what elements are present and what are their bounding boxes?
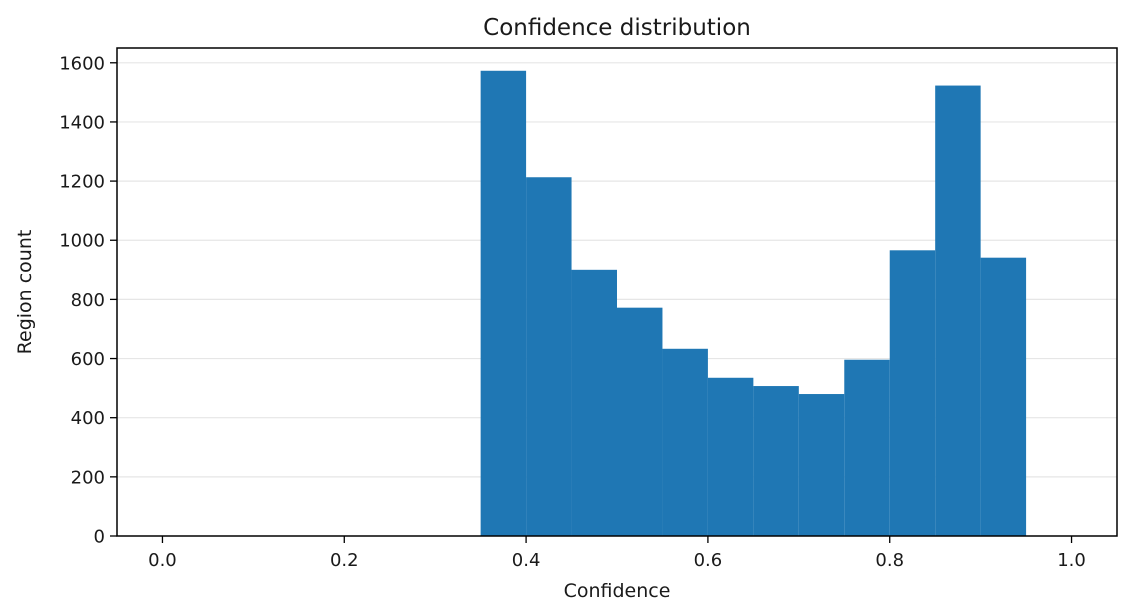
y-tick-label: 600 bbox=[71, 349, 105, 370]
histogram-bar bbox=[571, 269, 617, 536]
y-tick-label: 1000 bbox=[59, 231, 105, 252]
x-tick-label: 0.2 bbox=[330, 550, 359, 571]
histogram-bar bbox=[753, 386, 799, 536]
y-tick-label: 1200 bbox=[59, 172, 105, 193]
x-tick-label: 0.0 bbox=[148, 550, 177, 571]
y-axis-label: Region count bbox=[14, 230, 36, 355]
plot-frame bbox=[116, 47, 1118, 537]
x-tick-label: 0.4 bbox=[512, 550, 541, 571]
y-tick-label: 1600 bbox=[59, 53, 105, 74]
y-tick-label: 800 bbox=[71, 290, 105, 311]
y-tick-label: 200 bbox=[71, 467, 105, 488]
histogram-bar bbox=[980, 257, 1027, 536]
histogram-bar bbox=[526, 177, 572, 536]
x-axis-label: Confidence bbox=[564, 580, 671, 602]
histogram-bar bbox=[617, 307, 663, 536]
y-tick-label: 400 bbox=[71, 408, 105, 429]
histogram-bar bbox=[935, 85, 981, 536]
histogram-bar bbox=[844, 359, 890, 536]
chart-title: Confidence distribution bbox=[483, 15, 751, 41]
x-tick-label: 1.0 bbox=[1057, 550, 1086, 571]
histogram-bar bbox=[662, 348, 708, 536]
histogram-bar bbox=[707, 377, 754, 536]
histogram-bar bbox=[480, 70, 527, 537]
x-tick-label: 0.8 bbox=[875, 550, 904, 571]
x-axis: 0.0 0.2 0.4 0.6 0.8 1.0 bbox=[148, 536, 1086, 571]
histogram-bar bbox=[798, 394, 845, 536]
histogram-bar bbox=[889, 250, 936, 536]
x-tick-label: 0.6 bbox=[694, 550, 723, 571]
y-axis: 0 200 400 600 800 1000 1200 1400 1600 bbox=[59, 53, 117, 548]
histogram-bars bbox=[480, 70, 1027, 537]
y-tick-label: 0 bbox=[94, 527, 105, 548]
y-tick-label: 1400 bbox=[59, 112, 105, 133]
